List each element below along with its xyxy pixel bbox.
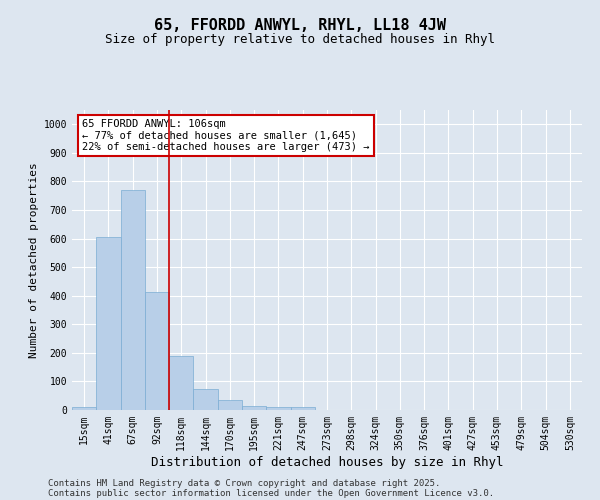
Bar [266, 407, 290, 410]
Bar [242, 406, 266, 410]
X-axis label: Distribution of detached houses by size in Rhyl: Distribution of detached houses by size … [151, 456, 503, 468]
Text: 65 FFORDD ANWYL: 106sqm
← 77% of detached houses are smaller (1,645)
22% of semi: 65 FFORDD ANWYL: 106sqm ← 77% of detache… [82, 119, 370, 152]
Bar [145, 292, 169, 410]
Y-axis label: Number of detached properties: Number of detached properties [29, 162, 40, 358]
Text: 65, FFORDD ANWYL, RHYL, LL18 4JW: 65, FFORDD ANWYL, RHYL, LL18 4JW [154, 18, 446, 32]
Text: Size of property relative to detached houses in Rhyl: Size of property relative to detached ho… [105, 32, 495, 46]
Bar [169, 356, 193, 410]
Text: Contains HM Land Registry data © Crown copyright and database right 2025.: Contains HM Land Registry data © Crown c… [48, 478, 440, 488]
Bar [290, 407, 315, 410]
Bar [121, 190, 145, 410]
Bar [218, 400, 242, 410]
Bar [96, 237, 121, 410]
Bar [193, 388, 218, 410]
Text: Contains public sector information licensed under the Open Government Licence v3: Contains public sector information licen… [48, 488, 494, 498]
Bar [72, 406, 96, 410]
